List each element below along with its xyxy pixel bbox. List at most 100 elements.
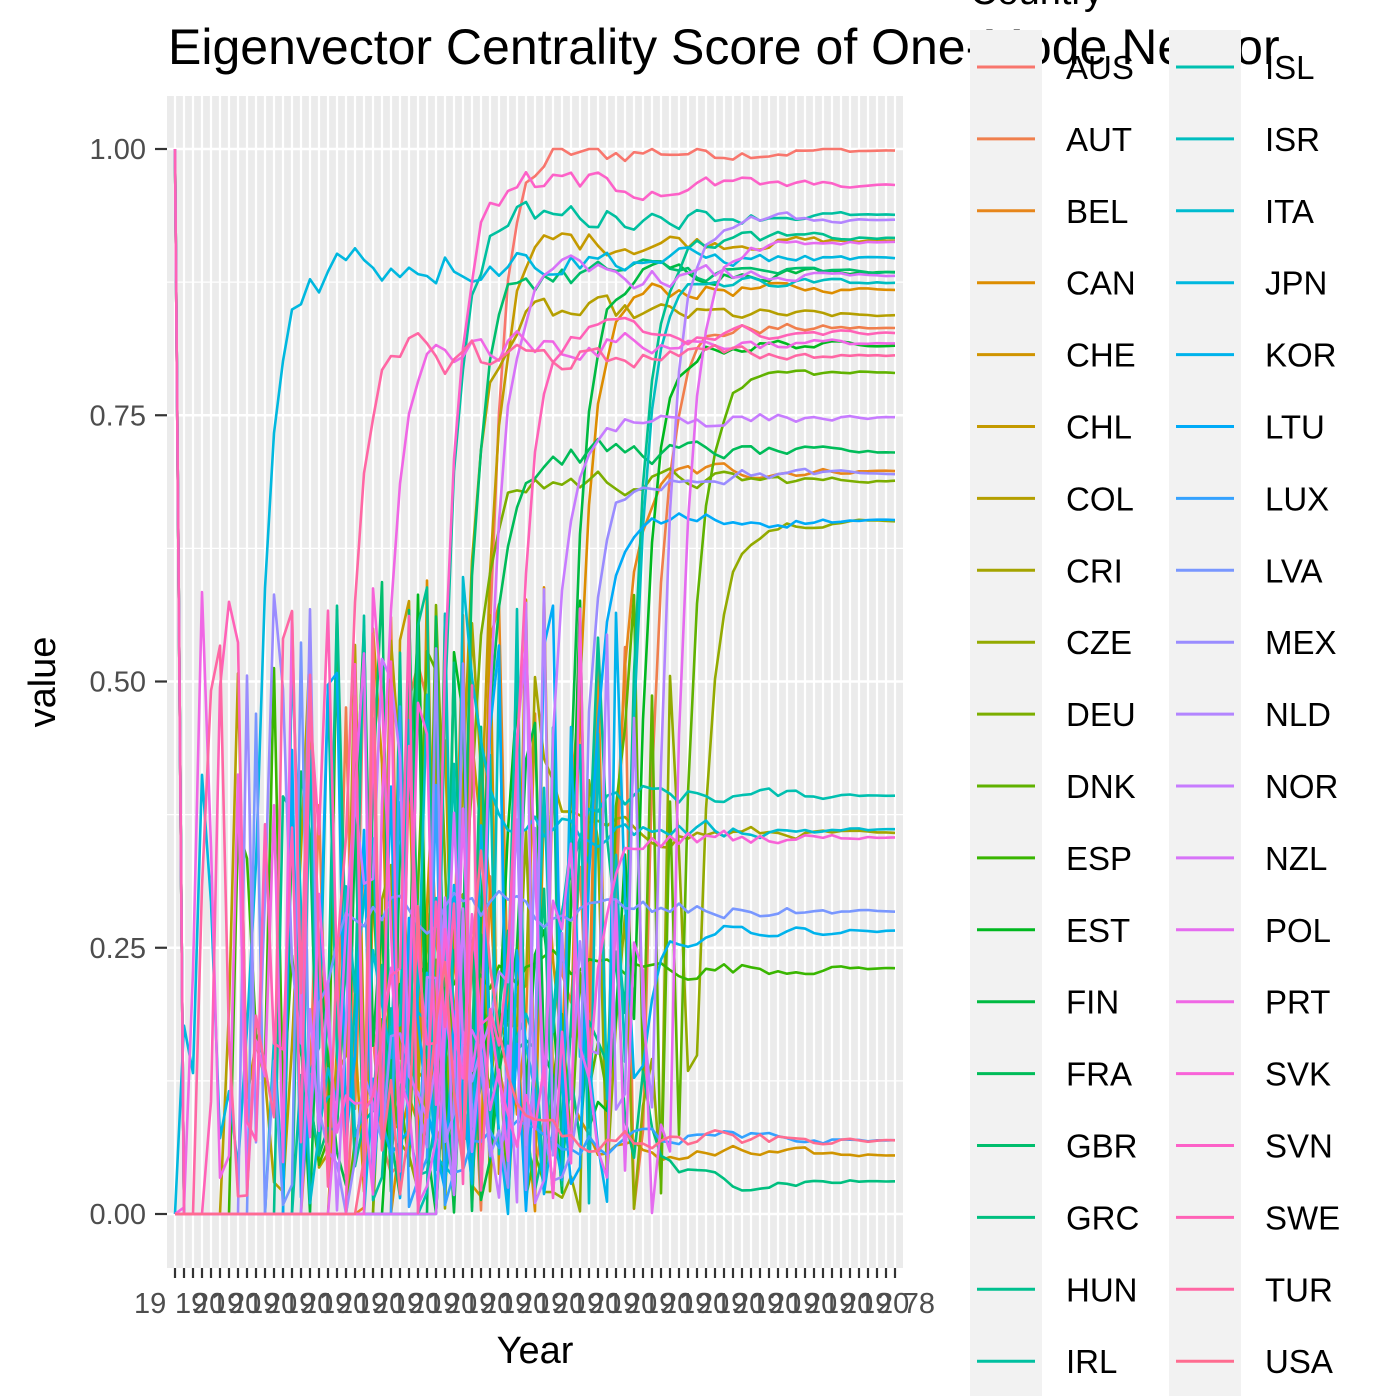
legend-label-gbr: GBR: [1066, 1128, 1138, 1165]
legend-label-ita: ITA: [1265, 193, 1314, 230]
x-tick-label: 20: [301, 1288, 333, 1320]
x-tick-label: 20: [805, 1288, 837, 1320]
x-tick-label: 20: [373, 1288, 405, 1320]
series-line-mex: [175, 467, 896, 1216]
x-tick-label: 19: [175, 1288, 207, 1320]
x-tick-label: 19: [355, 1288, 387, 1320]
legend-label-cze: CZE: [1066, 624, 1132, 661]
x-axis-title: Year: [497, 1330, 574, 1372]
x-tick-label: 19: [679, 1288, 711, 1320]
x-tick-label: 20: [553, 1288, 585, 1320]
x-tick-label: 19: [535, 1288, 567, 1320]
legend-label-cri: CRI: [1066, 552, 1123, 589]
x-tick-label: 20: [229, 1288, 261, 1320]
legend-label-pol: POL: [1265, 912, 1331, 949]
x-tick-label: 19: [607, 1288, 639, 1320]
x-tick-label: 19: [499, 1288, 531, 1320]
series-line-tur: [175, 331, 896, 1216]
legend-label-hun: HUN: [1066, 1271, 1138, 1308]
x-tick-label: 20: [877, 1288, 909, 1320]
legend-label-can: CAN: [1066, 265, 1136, 302]
legend-label-nzl: NZL: [1265, 840, 1327, 877]
legend-label-swe: SWE: [1265, 1199, 1340, 1236]
legend-label-bel: BEL: [1066, 193, 1128, 230]
x-tick-label: 20: [589, 1288, 621, 1320]
legend-items: AUS AUT BEL CAN CHE CHL COL CRI CZE DEU DNK ESP EST F…: [977, 49, 1340, 1380]
legend-label-che: CHE: [1066, 337, 1136, 374]
y-axis: 0.00 0.25 0.50 0.75 1.00: [90, 134, 167, 1231]
x-tick-label: 19: [787, 1288, 819, 1320]
legend-label-deu: DEU: [1066, 696, 1136, 733]
legend-label-mex: MEX: [1265, 624, 1337, 661]
legend-label-nld: NLD: [1265, 696, 1331, 733]
y-tick-label: 1.00: [90, 134, 146, 166]
x-tick-label: 19: [859, 1288, 891, 1320]
x-tick-label: 20: [265, 1288, 297, 1320]
x-tick-label: 19: [391, 1288, 423, 1320]
x-tick-label: 20: [193, 1288, 225, 1320]
x-tick-label: 19: [211, 1288, 243, 1320]
legend-label-aus: AUS: [1066, 49, 1134, 86]
legend-label-tur: TUR: [1265, 1271, 1333, 1308]
x-tick-label: 19: [427, 1288, 459, 1320]
legend-label-fra: FRA: [1066, 1056, 1132, 1093]
legend-label-irl: IRL: [1066, 1343, 1117, 1380]
x-tick-label: 20: [409, 1288, 441, 1320]
x-tick-label: 20: [841, 1288, 873, 1320]
legend-label-fin: FIN: [1066, 984, 1119, 1021]
y-axis-title: value: [22, 637, 64, 728]
y-tick-label: 0.75: [90, 400, 146, 432]
x-tick-label-last: 78: [903, 1288, 935, 1320]
x-tick-label: 19: [643, 1288, 675, 1320]
x-tick-label: 20: [445, 1288, 477, 1320]
x-tick-label: 19: [247, 1288, 279, 1320]
x-tick-label: 19: [283, 1288, 315, 1320]
legend-label-svn: SVN: [1265, 1128, 1333, 1165]
legend-label-prt: PRT: [1265, 984, 1330, 1021]
series-lines: [173, 147, 896, 1216]
legend-label-ltu: LTU: [1265, 409, 1325, 446]
legend: Country AUS AUT BEL CAN CHE CHL COL CRI CZE DEU DN…: [970, 0, 1340, 1396]
x-tick-label: 20: [769, 1288, 801, 1320]
x-tick-label: 20: [625, 1288, 657, 1320]
x-tick-label: 19: [823, 1288, 855, 1320]
series-line-usa: [175, 632, 896, 1216]
y-tick-label: 0.50: [90, 667, 146, 699]
x-tick-label: 19: [319, 1288, 351, 1320]
x-tick-label: 20: [697, 1288, 729, 1320]
legend-label-grc: GRC: [1066, 1199, 1139, 1236]
legend-label-est: EST: [1066, 912, 1130, 949]
y-tick-label: 0.25: [90, 933, 146, 965]
legend-label-aut: AUT: [1066, 121, 1132, 158]
x-tick-label: 20: [481, 1288, 513, 1320]
legend-label-chl: CHL: [1066, 409, 1132, 446]
legend-label-svk: SVK: [1265, 1056, 1331, 1093]
x-tick-label: 20: [661, 1288, 693, 1320]
x-tick-label: 20: [337, 1288, 369, 1320]
legend-label-lva: LVA: [1265, 552, 1322, 589]
legend-label-col: COL: [1066, 480, 1134, 517]
legend-label-isl: ISL: [1265, 49, 1315, 86]
series-line-swe: [173, 148, 896, 1216]
legend-label-nor: NOR: [1265, 768, 1338, 805]
legend-label-dnk: DNK: [1066, 768, 1136, 805]
x-tick-label: 19: [571, 1288, 603, 1320]
x-tick-label: 19: [463, 1288, 495, 1320]
series-line-lva: [175, 641, 896, 1216]
x-tick-label-first: 19: [134, 1288, 166, 1320]
legend-label-isr: ISR: [1265, 121, 1320, 158]
x-tick-label: 19: [715, 1288, 747, 1320]
legend-title: Country: [970, 0, 1103, 13]
legend-label-jpn: JPN: [1265, 265, 1327, 302]
y-tick-label: 0.00: [90, 1199, 146, 1231]
legend-label-usa: USA: [1265, 1343, 1333, 1380]
chart-title: Eigenvector Centrality Score of One-Mode…: [168, 19, 1280, 75]
series-line-irl: [175, 200, 896, 1216]
x-tick-label: 20: [517, 1288, 549, 1320]
legend-label-kor: KOR: [1265, 337, 1337, 374]
x-tick-label: 19: [751, 1288, 783, 1320]
series-line-jpn: [173, 246, 896, 1215]
x-axis: 19 78192019201920192019201920192019201920…: [134, 1268, 935, 1320]
x-tick-label: 20: [733, 1288, 765, 1320]
